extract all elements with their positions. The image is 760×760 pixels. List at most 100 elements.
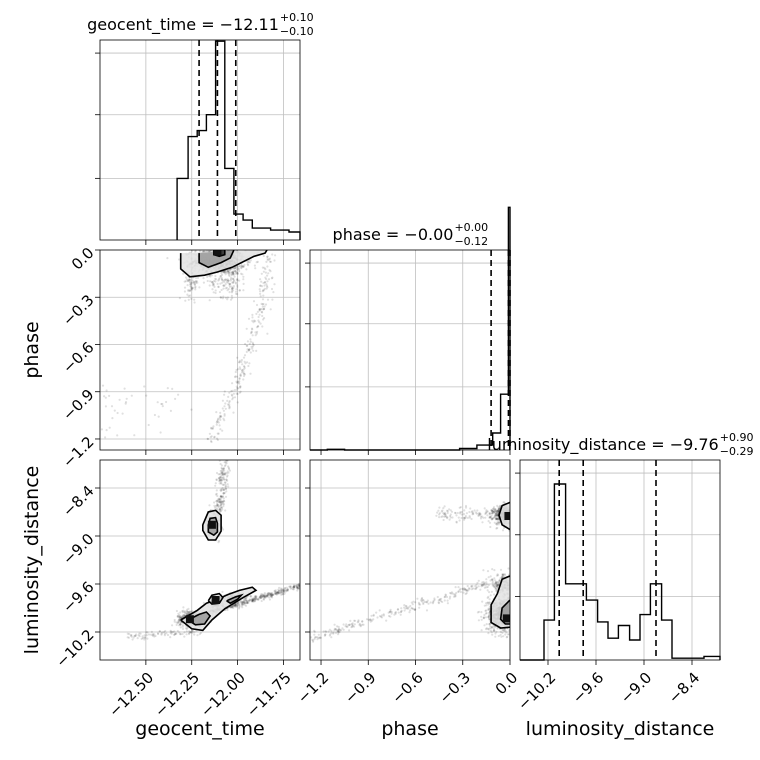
- sample-point: [220, 500, 223, 503]
- sample-point: [100, 428, 103, 431]
- sample-point: [198, 633, 201, 636]
- sample-point: [265, 287, 268, 290]
- sample-point: [211, 426, 214, 429]
- sample-point: [494, 579, 497, 582]
- sample-point: [316, 638, 319, 641]
- sample-point: [482, 516, 485, 519]
- sample-point: [181, 632, 184, 636]
- sample-point: [459, 511, 462, 514]
- hist-frame-phase: [309, 249, 511, 451]
- sample-point: [295, 584, 298, 587]
- sample-point: [482, 582, 486, 586]
- sample-point: [423, 600, 426, 604]
- sample-point: [246, 348, 249, 351]
- sample-point: [160, 632, 163, 635]
- sample-point: [238, 377, 241, 381]
- sample-point: [208, 432, 211, 435]
- sample-point: [268, 593, 271, 596]
- sample-point: [230, 294, 233, 297]
- sample-point: [353, 619, 356, 622]
- sample-point: [237, 607, 241, 610]
- sample-point: [242, 372, 246, 375]
- sample-point: [337, 629, 340, 632]
- x-tick-label: −0.3: [436, 669, 474, 707]
- sample-point: [444, 514, 447, 517]
- sample-point: [414, 601, 417, 604]
- sample-point: [247, 601, 250, 604]
- sample-point: [224, 485, 227, 489]
- sample-point: [238, 366, 241, 369]
- sample-point: [215, 489, 218, 492]
- sample-point: [273, 283, 276, 286]
- sample-point: [491, 633, 494, 636]
- sample-point: [328, 634, 331, 637]
- sample-point: [266, 595, 269, 598]
- sample-point: [463, 509, 466, 512]
- sample-point: [421, 596, 424, 600]
- sample-point: [231, 606, 234, 609]
- sample-point: [490, 514, 493, 517]
- sample-point: [470, 517, 473, 521]
- sample-point: [502, 501, 505, 504]
- sample-point: [477, 514, 480, 517]
- sample-point: [191, 286, 195, 289]
- sample-point: [329, 633, 332, 636]
- sample-point: [440, 510, 443, 513]
- sample-point: [483, 616, 486, 619]
- sample-point: [457, 590, 460, 593]
- sample-point: [488, 613, 491, 616]
- sample-point: [247, 261, 250, 264]
- sample-point: [283, 592, 286, 595]
- sample-point: [228, 405, 231, 408]
- sample-point: [123, 387, 126, 390]
- sample-point: [228, 274, 231, 278]
- sample-point: [495, 583, 499, 587]
- sample-point: [263, 595, 266, 598]
- sample-point: [242, 356, 246, 359]
- sample-point: [494, 517, 498, 520]
- sample-point: [223, 271, 226, 274]
- sample-point: [216, 503, 219, 506]
- sample-point: [245, 597, 248, 600]
- sample-point: [416, 597, 419, 600]
- sample-point: [348, 629, 351, 632]
- sample-point: [278, 592, 281, 595]
- sample-point: [181, 610, 184, 613]
- sample-point: [330, 636, 333, 639]
- sample-point: [249, 338, 252, 341]
- sample-point: [278, 592, 281, 595]
- sample-point: [224, 271, 228, 274]
- sample-point: [259, 596, 262, 600]
- sample-point: [333, 629, 336, 632]
- sample-point: [235, 368, 238, 372]
- sample-point: [249, 259, 252, 262]
- sample-point: [218, 478, 221, 481]
- sample-point: [220, 499, 223, 502]
- sample-point: [313, 636, 317, 639]
- sample-point: [222, 528, 225, 531]
- sample-point: [228, 407, 231, 410]
- sample-point: [497, 584, 500, 587]
- sample-point: [496, 520, 499, 523]
- sample-point: [255, 595, 258, 598]
- sample-point: [233, 279, 236, 283]
- sample-point: [233, 275, 236, 278]
- sample-point: [245, 327, 248, 330]
- sample-point: [367, 618, 370, 621]
- sample-point: [269, 593, 272, 596]
- sample-point: [231, 394, 234, 397]
- sample-point: [263, 595, 266, 598]
- sample-point: [490, 509, 493, 512]
- sample-point: [228, 270, 231, 273]
- sample-point: [488, 512, 491, 515]
- sample-point: [256, 597, 259, 601]
- sample-point: [236, 268, 239, 271]
- sample-point: [413, 608, 416, 612]
- sample-point: [226, 298, 229, 301]
- sample-point: [105, 389, 108, 392]
- sample-point: [495, 509, 498, 513]
- sample-point: [269, 594, 272, 597]
- sample-point: [293, 586, 296, 589]
- sample-point: [412, 607, 415, 611]
- sample-point: [234, 292, 238, 295]
